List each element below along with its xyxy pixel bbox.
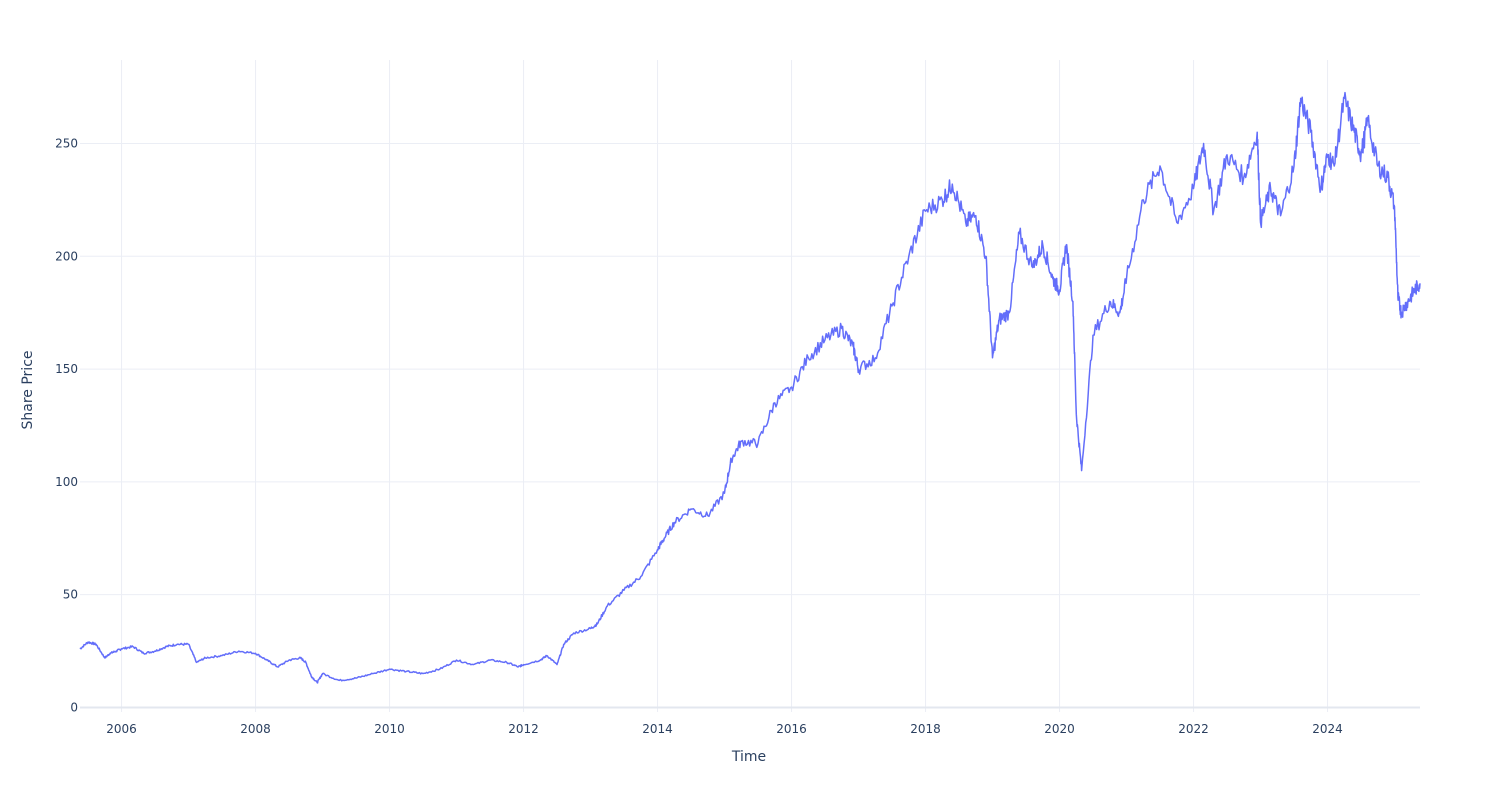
x-tick-label: 2010 (374, 722, 405, 736)
y-tick-label: 250 (55, 136, 78, 150)
x-tick-label: 2012 (508, 722, 539, 736)
x-tick-label: 2016 (776, 722, 807, 736)
x-tick-label: 2008 (240, 722, 271, 736)
x-tick-label: 2018 (910, 722, 941, 736)
y-tick-label: 150 (55, 362, 78, 376)
x-axis-title: Time (731, 749, 766, 765)
y-axis-title: Share Price (20, 350, 36, 429)
y-tick-label: 200 (55, 249, 78, 263)
x-tick-label: 2006 (106, 722, 137, 736)
x-tick-label: 2020 (1044, 722, 1075, 736)
grid (80, 60, 1420, 712)
x-tick-label: 2014 (642, 722, 673, 736)
x-tick-label: 2024 (1312, 722, 1343, 736)
series-layer (79, 91, 1421, 684)
y-tick-label: 50 (63, 588, 78, 602)
tick-labels: 2006 2008 2010 2012 2014 2016 2018 2020 2022 2024… (55, 136, 1343, 736)
share-price-line (79, 91, 1421, 684)
x-tick-label: 2022 (1178, 722, 1209, 736)
y-tick-label: 0 (70, 700, 78, 714)
y-tick-label: 100 (55, 475, 78, 489)
